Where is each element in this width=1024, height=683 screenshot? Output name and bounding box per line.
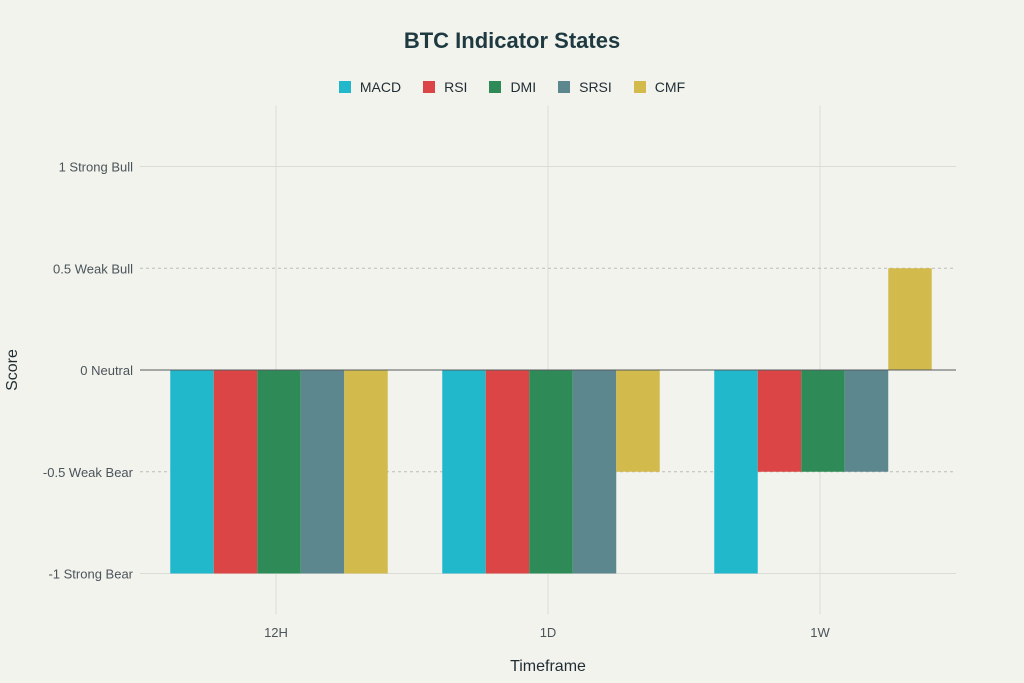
x-tick-label: 1D bbox=[540, 625, 557, 640]
bar-srsi-1w[interactable] bbox=[844, 370, 889, 472]
x-axis-title: Timeframe bbox=[510, 658, 586, 675]
bar-cmf-1d[interactable] bbox=[616, 370, 660, 472]
legend-item-cmf[interactable]: CMF bbox=[633, 79, 686, 95]
legend-label-rsi: RSI bbox=[444, 79, 468, 95]
bar-cmf-1w[interactable] bbox=[888, 268, 932, 370]
legend: MACD RSI DMI SRSI CMF bbox=[0, 79, 1024, 95]
legend-label-dmi: DMI bbox=[510, 79, 537, 95]
bar-dmi-1d[interactable] bbox=[529, 370, 573, 574]
y-tick-label: 0.5 Weak Bull bbox=[53, 261, 133, 276]
chart-title: BTC Indicator States bbox=[403, 28, 621, 53]
legend-item-dmi[interactable]: DMI bbox=[489, 79, 536, 95]
y-tick-label: -0.5 Weak Bear bbox=[43, 465, 134, 480]
bar-dmi-1w[interactable] bbox=[801, 370, 845, 472]
x-tick-label: 12H bbox=[264, 625, 288, 640]
y-axis-title: Score bbox=[4, 349, 21, 391]
legend-swatch-cmf bbox=[633, 81, 646, 93]
legend-swatch-dmi bbox=[489, 81, 502, 93]
legend-item-srsi[interactable]: SRSI bbox=[558, 79, 612, 95]
bar-macd-1w[interactable] bbox=[714, 370, 758, 574]
legend-swatch-macd bbox=[338, 81, 351, 93]
bar-rsi-1d[interactable] bbox=[485, 370, 530, 574]
bar-rsi-1w[interactable] bbox=[757, 370, 802, 472]
bar-rsi-12h[interactable] bbox=[213, 370, 258, 574]
tick-labels: 1 Strong Bull 0.5 Weak Bull 0 Neutral -0.5 … bbox=[43, 160, 831, 641]
bars bbox=[170, 268, 932, 574]
legend-label-cmf: CMF bbox=[654, 79, 686, 95]
bar-srsi-1d[interactable] bbox=[572, 370, 617, 574]
bar-macd-1d[interactable] bbox=[442, 370, 486, 574]
y-tick-label: 1 Strong Bull bbox=[59, 160, 134, 175]
legend-item-rsi[interactable]: RSI bbox=[423, 79, 467, 95]
legend-swatch-rsi bbox=[423, 81, 436, 93]
legend-swatch-srsi bbox=[558, 81, 571, 93]
legend-label-srsi: SRSI bbox=[579, 79, 612, 95]
legend-item-macd[interactable]: MACD bbox=[338, 79, 402, 95]
bar-dmi-12h[interactable] bbox=[257, 370, 301, 574]
bar-macd-12h[interactable] bbox=[170, 370, 214, 574]
y-tick-label: 0 Neutral bbox=[80, 363, 133, 378]
bar-srsi-12h[interactable] bbox=[300, 370, 345, 574]
legend-label-macd: MACD bbox=[359, 79, 402, 95]
x-tick-label: 1W bbox=[810, 625, 830, 640]
y-tick-label: -1 Strong Bear bbox=[48, 567, 133, 582]
bar-cmf-12h[interactable] bbox=[344, 370, 388, 574]
